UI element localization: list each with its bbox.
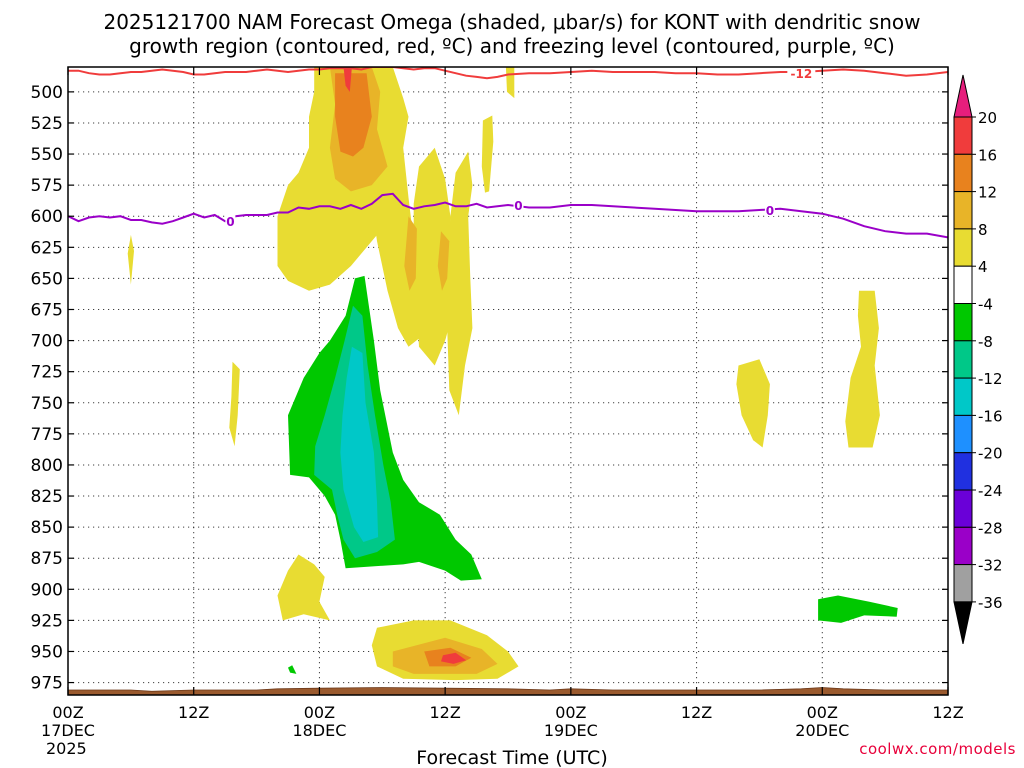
colorbar-box-8 (953, 414, 973, 454)
colorbar-box-12 (953, 564, 973, 603)
freezing-level-label-2: 0 (766, 204, 774, 218)
colorbar-label-9: -20 (978, 445, 1003, 463)
x-tick-label-60: 12Z (681, 703, 712, 722)
colorbar-bottom-triangle (953, 601, 973, 645)
y-tick-label-750: 750 (31, 394, 63, 414)
omega-shaded-region-13 (404, 216, 417, 291)
omega-shaded-region-9 (845, 290, 880, 448)
x-tick-label-48: 00Z (555, 703, 586, 722)
x-tick-date-48: 19DEC (544, 721, 598, 740)
freezing-label-bg-1 (513, 198, 524, 212)
omega-shaded-region-4 (481, 115, 494, 193)
y-axis: 500 525 550 575 600 625 650 675 700 725 750 775 800 8… (31, 83, 948, 694)
ground-terrain (68, 687, 948, 695)
colorbar-box-0 (953, 116, 973, 155)
chart-title-line-2: growth region (contoured, red, ºC) and f… (129, 34, 895, 58)
x-axis-label: Forecast Time (UTC) (416, 747, 607, 768)
omega-shaded-region-8 (736, 359, 770, 448)
colorbar-label-4: 4 (978, 258, 988, 276)
colorbar-label-5: -4 (978, 296, 993, 314)
omega-shaded-region-22 (288, 665, 297, 674)
colorbar-label-10: -24 (978, 482, 1003, 500)
x-tick-label-36: 12Z (429, 703, 460, 722)
y-tick-label-550: 550 (31, 145, 63, 165)
x-tick-year-0: 2025 (46, 739, 87, 758)
colorbar-label-11: -28 (978, 519, 1003, 537)
omega-shaded-region-14 (437, 231, 450, 291)
omega-shaded-region-19 (441, 652, 467, 664)
y-tick-label-875: 875 (31, 549, 63, 569)
colorbar-box-3 (953, 228, 973, 267)
colorbar-label-3: 8 (978, 221, 988, 239)
dendritic-region-label: -12 (790, 67, 812, 81)
omega-shaded-region-3 (447, 151, 473, 416)
colorbar-label-12: -32 (978, 557, 1003, 575)
y-tick-label-575: 575 (31, 176, 63, 196)
chart-title-line-1: 2025121700 NAM Forecast Omega (shaded, μ… (103, 10, 921, 34)
y-tick-label-850: 850 (31, 518, 63, 538)
colorbar-label-0: 20 (978, 109, 997, 127)
dendritic-label-bg (787, 67, 816, 80)
y-tick-label-675: 675 (31, 300, 63, 320)
y-tick-label-500: 500 (31, 83, 63, 103)
omega-shaded-region-21 (818, 595, 898, 623)
plot-frame (67, 66, 949, 696)
omega-shaded-region-7 (229, 361, 240, 447)
x-tick-label-12: 12Z (178, 703, 209, 722)
colorbar-box-10 (953, 489, 973, 528)
colorbar-top-triangle (953, 74, 973, 118)
freezing-label-bg-2 (764, 203, 775, 217)
x-tick-date-72: 20DEC (795, 721, 849, 740)
x-tick-label-0: 00Z (52, 703, 83, 722)
x-tick-date-24: 18DEC (292, 721, 346, 740)
y-tick-label-600: 600 (31, 207, 63, 227)
colorbar-label-2: 12 (978, 184, 997, 202)
colorbar-box-4 (953, 265, 973, 305)
y-tick-label-800: 800 (31, 456, 63, 476)
freezing-label-bg-0 (225, 214, 236, 228)
colorbar-label-6: -8 (978, 333, 993, 351)
y-tick-label-700: 700 (31, 332, 63, 352)
y-tick-label-525: 525 (31, 114, 63, 134)
y-tick-label-650: 650 (31, 269, 63, 289)
y-tick-label-725: 725 (31, 363, 63, 383)
y-tick-label-900: 900 (31, 580, 63, 600)
colorbar: 20 16 12 8 4 -4 -8 -12 -16 -20 -24 -28 -32 -36 (953, 74, 1003, 645)
omega-shaded-region-6 (127, 234, 134, 285)
colorbar-box-11 (953, 526, 973, 566)
x-tick-label-24: 00Z (304, 703, 335, 722)
colorbar-box-6 (953, 340, 973, 379)
plot-area: 0 0 0 -12 (67, 66, 949, 696)
y-tick-label-975: 975 (31, 674, 63, 694)
source-credit: coolwx.com/models (859, 740, 1016, 758)
colorbar-label-8: -16 (978, 407, 1003, 425)
omega-shaded-region-10 (277, 554, 330, 621)
plot-background (68, 67, 948, 695)
y-tick-label-950: 950 (31, 642, 63, 662)
y-tick-label-775: 775 (31, 425, 63, 445)
colorbar-box-9 (953, 452, 973, 491)
omega-shaded-region-18 (343, 67, 352, 92)
omega-shaded-region-16 (335, 73, 372, 157)
plot-content: 0 0 0 -12 (68, 67, 948, 695)
y-tick-label-825: 825 (31, 487, 63, 507)
colorbar-box-7 (953, 377, 973, 416)
colorbar-box-2 (953, 191, 973, 230)
colorbar-label-1: 16 (978, 146, 997, 164)
x-tick-label-84: 12Z (932, 703, 963, 722)
colorbar-box-1 (953, 153, 973, 193)
x-tick-label-72: 00Z (807, 703, 838, 722)
freezing-level-label-0: 0 (226, 215, 234, 229)
colorbar-box-5 (953, 303, 973, 342)
x-tick-date-0: 17DEC (41, 721, 95, 740)
freezing-level-label-1: 0 (514, 199, 522, 213)
colorbar-label-13: -36 (978, 594, 1003, 612)
omega-shaded-region-24 (340, 346, 379, 542)
y-tick-label-625: 625 (31, 238, 63, 258)
colorbar-label-7: -12 (978, 370, 1003, 388)
freezing-level-contour (68, 192, 948, 239)
y-tick-label-925: 925 (31, 611, 63, 631)
